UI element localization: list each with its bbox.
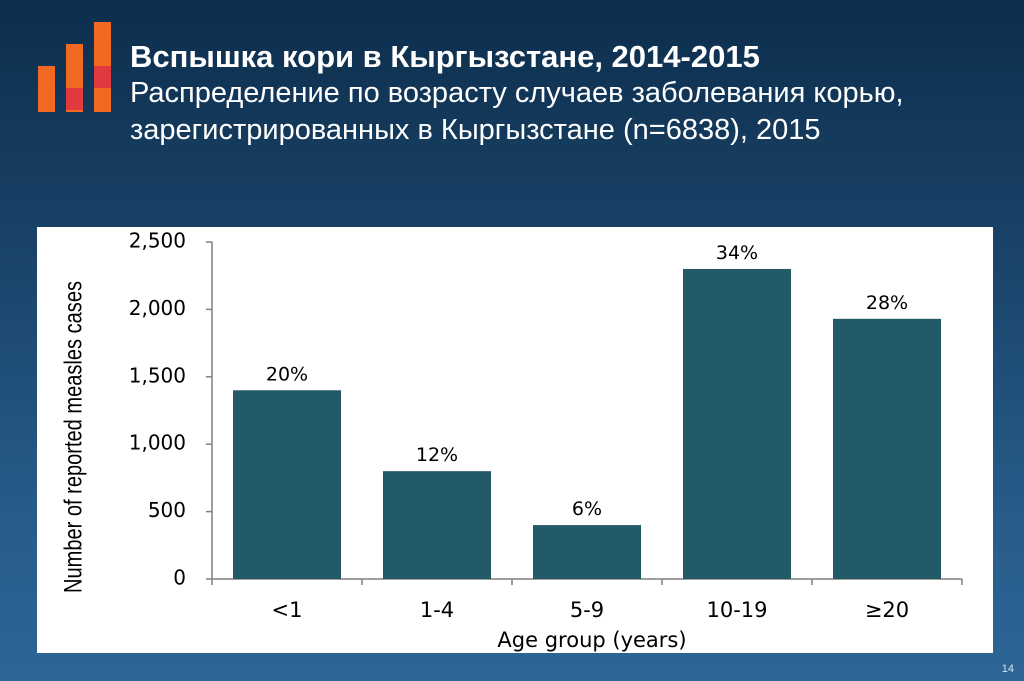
x-tick-label: 5-9 xyxy=(570,598,604,622)
page-title: Вспышка кори в Кыргызстане, 2014-2015 xyxy=(130,39,760,74)
x-tick-label: <1 xyxy=(272,598,303,622)
x-axis-title: Age group (years) xyxy=(497,628,686,652)
header: Вспышка кори в Кыргызстане, 2014-2015 Ра… xyxy=(130,38,990,149)
y-tick-label: 0 xyxy=(173,566,186,590)
y-tick-label: 500 xyxy=(148,498,186,522)
slide-number: 14 xyxy=(1001,663,1014,675)
y-axis-title: Number of reported measles cases xyxy=(60,281,88,593)
bar xyxy=(833,318,941,579)
logo-accent xyxy=(66,88,83,110)
data-label: 6% xyxy=(572,498,602,520)
logo-accent xyxy=(94,66,111,88)
logo-bar xyxy=(38,66,55,112)
bar-chart: Number of reported measles cases Age gro… xyxy=(60,229,963,652)
y-tick-label: 2,500 xyxy=(129,229,186,253)
data-label: 28% xyxy=(866,292,908,314)
y-tick-label: 2,000 xyxy=(129,296,186,320)
data-label: 34% xyxy=(716,242,758,264)
bar xyxy=(383,471,491,579)
chart-panel: Number of reported measles cases Age gro… xyxy=(37,227,993,653)
data-label: 12% xyxy=(416,444,458,466)
x-tick-label: 1-4 xyxy=(420,598,454,622)
x-tick-label: ≥20 xyxy=(865,598,909,622)
data-label: 20% xyxy=(266,363,308,385)
bar xyxy=(683,268,791,579)
bar xyxy=(233,390,341,579)
x-tick-label: 10-19 xyxy=(706,598,767,622)
page-subtitle: Распределение по возрасту случаев заболе… xyxy=(130,77,904,146)
organization-logo xyxy=(38,22,111,112)
bar xyxy=(533,525,641,579)
y-tick-label: 1,000 xyxy=(129,431,186,455)
y-tick-label: 1,500 xyxy=(129,363,186,387)
